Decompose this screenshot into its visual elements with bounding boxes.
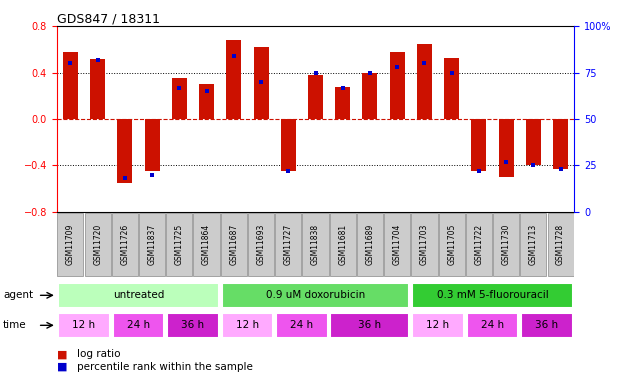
Text: percentile rank within the sample: percentile rank within the sample xyxy=(77,362,253,372)
Text: 0.9 uM doxorubicin: 0.9 uM doxorubicin xyxy=(266,290,365,300)
Text: 12 h: 12 h xyxy=(236,320,259,330)
Text: GSM11838: GSM11838 xyxy=(311,224,320,265)
Bar xyxy=(221,313,273,338)
Text: GSM11703: GSM11703 xyxy=(420,224,429,266)
Bar xyxy=(194,213,220,276)
Bar xyxy=(90,59,105,119)
Bar xyxy=(112,213,138,276)
Bar xyxy=(357,213,383,276)
Bar xyxy=(63,52,78,119)
Bar xyxy=(390,52,404,119)
Bar xyxy=(439,213,465,276)
Bar xyxy=(172,78,187,119)
Text: GSM11728: GSM11728 xyxy=(556,224,565,265)
Bar xyxy=(254,47,269,119)
Text: 24 h: 24 h xyxy=(481,320,504,330)
Text: 24 h: 24 h xyxy=(127,320,150,330)
Bar xyxy=(275,213,302,276)
Text: GSM11709: GSM11709 xyxy=(66,224,75,266)
Bar xyxy=(57,213,83,276)
Bar xyxy=(521,313,573,338)
Text: GSM11720: GSM11720 xyxy=(93,224,102,266)
Text: 36 h: 36 h xyxy=(536,320,558,330)
Bar xyxy=(335,87,350,119)
Bar xyxy=(58,313,110,338)
Text: ■: ■ xyxy=(57,362,68,372)
Text: 0.3 mM 5-fluorouracil: 0.3 mM 5-fluorouracil xyxy=(437,290,548,300)
Bar xyxy=(221,213,247,276)
Bar xyxy=(362,73,377,119)
Bar xyxy=(308,75,323,119)
Bar xyxy=(302,213,329,276)
Text: log ratio: log ratio xyxy=(77,350,121,359)
Bar xyxy=(444,58,459,119)
Bar xyxy=(112,313,164,338)
Bar xyxy=(417,44,432,119)
Bar xyxy=(166,213,192,276)
Text: GSM11681: GSM11681 xyxy=(338,224,347,265)
Text: untreated: untreated xyxy=(113,290,164,300)
Text: GSM11689: GSM11689 xyxy=(365,224,374,266)
Bar xyxy=(493,213,519,276)
Bar xyxy=(199,84,214,119)
Text: GSM11837: GSM11837 xyxy=(148,224,156,266)
Bar xyxy=(329,213,356,276)
Text: GSM11687: GSM11687 xyxy=(229,224,239,266)
Bar xyxy=(521,213,546,276)
Text: GSM11725: GSM11725 xyxy=(175,224,184,266)
Bar xyxy=(144,119,160,171)
Text: ■: ■ xyxy=(57,350,68,359)
Bar xyxy=(553,119,568,169)
Bar xyxy=(526,119,541,165)
Bar xyxy=(467,313,519,338)
Text: GSM11730: GSM11730 xyxy=(502,224,510,266)
Bar xyxy=(248,213,274,276)
Text: GSM11713: GSM11713 xyxy=(529,224,538,266)
Text: agent: agent xyxy=(3,290,33,300)
Bar xyxy=(331,313,410,338)
Bar xyxy=(117,119,133,183)
Text: 36 h: 36 h xyxy=(181,320,204,330)
Bar xyxy=(85,213,110,276)
Text: GSM11704: GSM11704 xyxy=(392,224,402,266)
Bar xyxy=(139,213,165,276)
Bar xyxy=(281,119,296,171)
Text: GSM11722: GSM11722 xyxy=(475,224,483,265)
Bar xyxy=(58,283,219,308)
Bar xyxy=(548,213,574,276)
Bar xyxy=(384,213,410,276)
Text: GDS847 / 18311: GDS847 / 18311 xyxy=(57,12,160,25)
Bar xyxy=(466,213,492,276)
Bar xyxy=(167,313,219,338)
Text: 12 h: 12 h xyxy=(73,320,95,330)
Bar xyxy=(227,40,241,119)
Text: GSM11864: GSM11864 xyxy=(202,224,211,266)
Text: 24 h: 24 h xyxy=(290,320,314,330)
Text: GSM11727: GSM11727 xyxy=(284,224,293,266)
Bar xyxy=(412,283,573,308)
Text: time: time xyxy=(3,320,27,330)
Bar xyxy=(221,283,410,308)
Text: GSM11705: GSM11705 xyxy=(447,224,456,266)
Bar xyxy=(471,119,487,171)
Bar xyxy=(276,313,327,338)
Text: 12 h: 12 h xyxy=(427,320,450,330)
Bar xyxy=(498,119,514,177)
Bar xyxy=(411,213,437,276)
Text: GSM11726: GSM11726 xyxy=(121,224,129,266)
Text: 36 h: 36 h xyxy=(358,320,382,330)
Bar xyxy=(412,313,464,338)
Text: GSM11693: GSM11693 xyxy=(257,224,266,266)
